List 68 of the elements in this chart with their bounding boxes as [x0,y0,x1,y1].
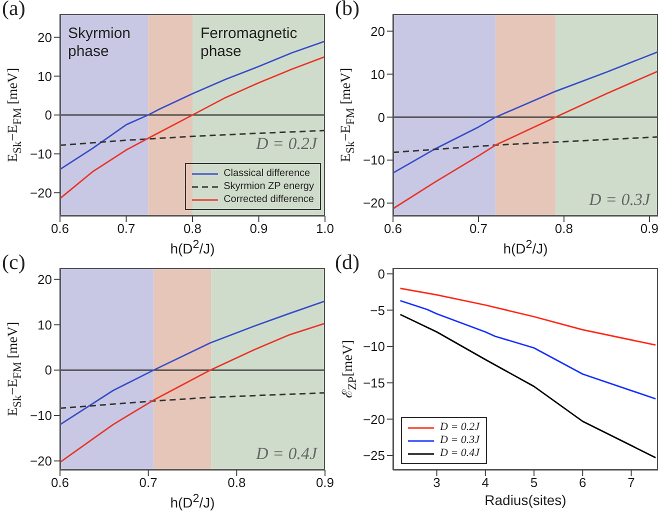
y-tick-label: −10 [30,146,52,162]
x-tick-label: 0.6 [384,221,402,236]
legend-label: Skyrmion ZP energy [224,180,314,193]
x-tick-label: 0.8 [228,475,246,490]
x-tick-label: 0.8 [183,221,202,236]
line-series [393,51,658,174]
legend-label: Corrected difference [224,193,314,206]
x-tick-label: 0.7 [117,221,136,236]
y-tick-label: 0 [44,108,52,123]
y-tick-label: −15 [362,375,385,390]
x-tick-label: 4 [482,475,490,490]
x-tick-label: 5 [530,475,538,490]
x-tick-label: 0.6 [50,221,70,236]
line-series [60,392,325,410]
x-tick-label: 0.6 [50,475,70,490]
line-series [400,314,656,458]
band-label: Skyrmion phase [68,25,131,60]
legend-label: Classical difference [224,167,310,180]
y-tick-label: 10 [370,66,385,82]
x-tick-label: 0.9 [316,475,334,490]
line-series [393,136,658,154]
y-tick-label: −20 [362,196,385,211]
x-axis-title: h(D$^{2}$/J) [502,238,549,257]
line-series [60,300,325,426]
x-tick-label: 0.9 [250,221,268,236]
x-tick-label: 1.0 [316,221,334,236]
line-series [60,40,325,170]
chart-title: (c) [2,250,26,275]
y-tick-label: −10 [30,408,52,424]
chart-title: (d) [335,250,360,275]
y-tick-label: −20 [30,185,52,200]
y-tick-label: 20 [38,272,52,287]
x-axis-title: h(D$^{2}$/J) [169,238,216,257]
chart-title: (b) [335,0,360,21]
legend-label: D = 0.2J [440,421,480,434]
y-tick-label: 0 [378,266,385,282]
y-tick-label: 10 [38,317,52,332]
line-series [60,322,325,464]
x-tick-label: 0.7 [139,475,158,490]
x-axis-title: h(D$^{2}$/J) [169,492,216,511]
chart-title: (a) [2,0,26,21]
y-tick-label: −10 [362,152,385,168]
x-tick-label: 0.9 [640,221,658,236]
y-tick-label: −20 [30,454,52,469]
x-tick-label: 3 [433,475,440,490]
y-tick-label: 0 [44,362,52,378]
x-tick-label: 0.8 [554,221,574,236]
line-series [393,70,658,210]
legend-label: D = 0.4J [440,447,480,460]
y-tick-label: 20 [370,24,385,39]
line-series [400,288,656,346]
line-series [400,300,656,400]
x-axis-title: Radius(sites) [484,492,568,508]
band-label: Ferromagnetic phase [200,25,298,60]
y-tick-label: −25 [362,448,385,464]
y-tick-label: −10 [362,339,385,354]
annotation: D = 0.4J [256,444,317,464]
annotation: D = 0.2J [256,134,317,154]
x-tick-label: 6 [579,475,586,490]
y-tick-label: 10 [38,68,52,84]
annotation: D = 0.3J [588,190,650,210]
y-tick-label: 0 [378,110,385,125]
y-tick-label: −5 [370,302,385,318]
y-tick-label: 20 [38,30,52,45]
x-tick-label: 7 [628,475,635,490]
x-tick-label: 0.7 [469,221,488,236]
y-tick-label: −20 [362,412,385,427]
legend-label: D = 0.3J [440,434,480,447]
